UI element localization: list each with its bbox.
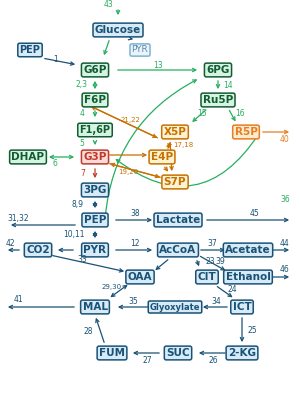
Text: 4: 4 [80,110,84,119]
Text: 21,22: 21,22 [120,117,140,123]
Text: 28: 28 [83,327,93,335]
Text: 6: 6 [52,159,57,168]
Text: 29,30: 29,30 [102,284,122,290]
Text: 15: 15 [197,110,207,119]
Text: 41: 41 [13,295,23,305]
Text: 24: 24 [227,285,237,293]
Text: MAL: MAL [82,302,107,312]
Text: F1,6P: F1,6P [80,125,110,135]
Text: S7P: S7P [164,177,186,187]
Text: 14: 14 [223,81,233,90]
Text: 23: 23 [205,257,215,266]
Text: FUM: FUM [99,348,125,358]
Text: 35: 35 [128,296,138,305]
Text: R5P: R5P [235,127,257,137]
Text: 26: 26 [208,356,218,364]
Text: 5: 5 [80,139,84,147]
Text: F6P: F6P [84,95,106,105]
Text: AcCoA: AcCoA [159,245,196,255]
Text: X5P: X5P [164,127,186,137]
Text: PEP: PEP [20,45,40,55]
Text: 3PG: 3PG [83,185,107,195]
Text: 31,32: 31,32 [7,213,29,222]
Text: 10,11: 10,11 [63,229,85,239]
Text: Lactate: Lactate [156,215,200,225]
Text: 6PG: 6PG [206,65,230,75]
Text: 38: 38 [130,208,140,217]
Text: CIT: CIT [198,272,216,282]
Text: 12: 12 [130,239,140,247]
Text: 36: 36 [280,195,290,205]
Text: DHAP: DHAP [11,152,44,162]
Text: 46: 46 [280,266,290,274]
Text: E4P: E4P [151,152,173,162]
Text: 2,3: 2,3 [76,81,88,90]
Text: 27: 27 [142,356,152,364]
Text: 42: 42 [5,239,15,247]
Text: 33: 33 [77,256,87,264]
Text: Glucose: Glucose [95,25,141,35]
Text: 45: 45 [250,208,260,217]
Text: 44: 44 [280,239,290,247]
Text: 39: 39 [215,257,225,266]
Text: 25: 25 [247,325,257,334]
Text: 1: 1 [54,56,58,64]
Text: 40: 40 [279,134,289,144]
Text: 8,9: 8,9 [72,200,84,208]
Text: PYR: PYR [83,245,106,255]
Text: SUC: SUC [166,348,190,358]
Text: OAA: OAA [128,272,152,282]
Text: 7: 7 [81,168,85,178]
Text: CO2: CO2 [26,245,50,255]
Text: Acetate: Acetate [225,245,271,255]
Text: 16: 16 [235,110,245,119]
Text: 17,18: 17,18 [173,142,193,148]
Text: 34: 34 [211,296,221,305]
Text: G3P: G3P [83,152,107,162]
Text: G6P: G6P [83,65,107,75]
Text: ICT: ICT [232,302,251,312]
Text: Ru5P: Ru5P [203,95,233,105]
Text: 13: 13 [153,61,163,69]
Text: 2-KG: 2-KG [228,348,256,358]
Text: 43: 43 [103,0,113,10]
Text: 37: 37 [207,239,217,247]
Text: Glyoxylate: Glyoxylate [150,303,200,312]
Text: Ethanol: Ethanol [226,272,270,282]
Text: PYR: PYR [132,46,148,54]
Text: PEP: PEP [84,215,106,225]
Text: 19,20: 19,20 [118,169,138,175]
